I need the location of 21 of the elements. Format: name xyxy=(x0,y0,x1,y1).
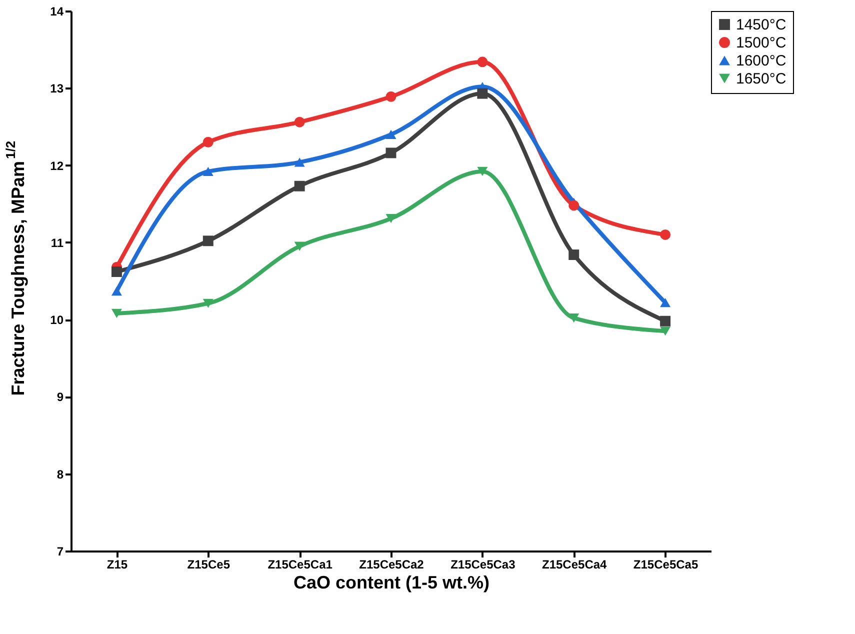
y-tick-label: 12 xyxy=(50,158,64,173)
legend-label: 1650°C xyxy=(736,70,786,88)
y-tick-label: 7 xyxy=(56,544,64,558)
x-tick-label: Z15Ce5Ca4 xyxy=(542,558,608,572)
x-tick-label: Z15Ce5 xyxy=(187,558,230,572)
y-tick-label: 9 xyxy=(56,390,64,404)
y-tick-label: 11 xyxy=(50,236,64,250)
x-tick-label: Z15Ce5Ca3 xyxy=(450,558,516,572)
legend-label: 1600°C xyxy=(736,52,786,70)
x-tick-label: Z15Ce5Ca1 xyxy=(268,558,333,572)
x-tick-label: Z15Ce5Ca2 xyxy=(359,558,424,572)
legend-label: 1450°C xyxy=(736,16,786,34)
y-axis-title: Fracture Toughness, MPam1/2 xyxy=(3,140,28,396)
x-tick-label: Z15 xyxy=(106,558,128,572)
y-tick-label: 13 xyxy=(50,82,64,96)
y-tick-label: 10 xyxy=(50,313,64,328)
x-tick-label: Z15Ce5Ca5 xyxy=(633,558,698,572)
y-tick-label: 8 xyxy=(56,467,64,482)
legend-label: 1500°C xyxy=(736,34,786,52)
y-tick-label: 14 xyxy=(50,4,64,18)
x-axis-title: CaO content (1-5 wt.%) xyxy=(293,572,490,592)
